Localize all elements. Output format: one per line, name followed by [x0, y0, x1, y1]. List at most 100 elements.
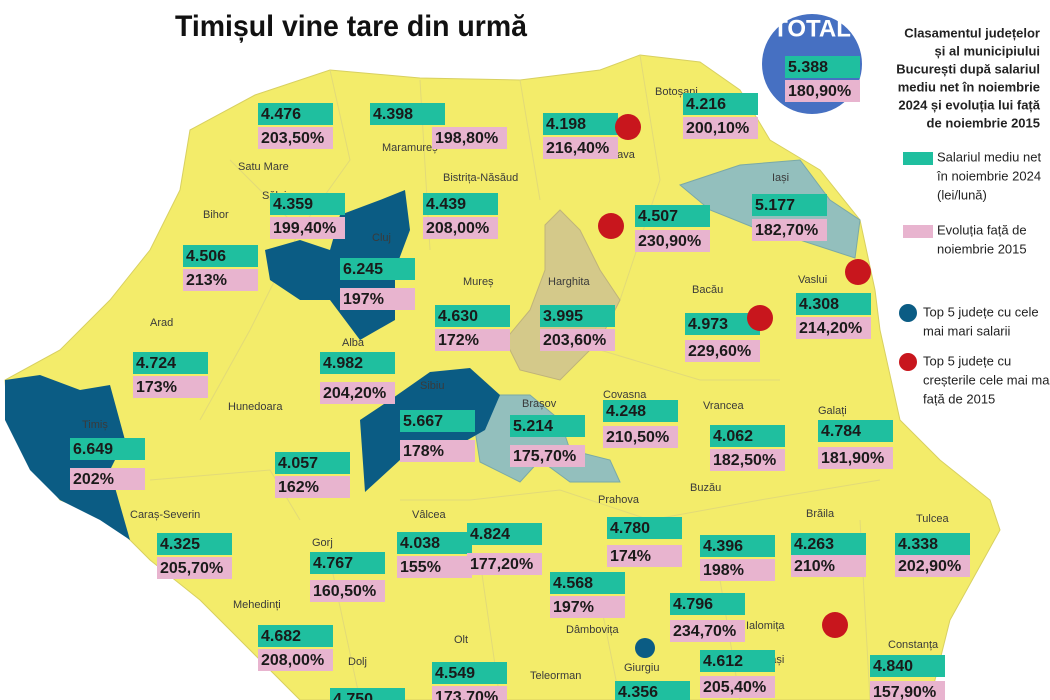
county-growth: 214,20% — [799, 320, 862, 337]
county-salary: 4.796 — [673, 596, 713, 613]
county-name: Timiș — [82, 419, 108, 431]
county-salary-box — [258, 625, 333, 647]
top-growth-dot — [822, 612, 848, 638]
county-name: Bacău — [692, 284, 723, 296]
county-growth-box — [550, 596, 625, 618]
county-salary: 5.177 — [755, 197, 795, 214]
county-salary-box — [340, 258, 415, 280]
legend-title: 2024 și evoluția lui față — [898, 97, 1040, 112]
county-salary-box — [603, 400, 678, 422]
county-salary: 4.840 — [873, 658, 913, 675]
county-name: Vaslui — [798, 274, 827, 286]
county-salary-box — [700, 650, 775, 672]
county-salary-box — [607, 517, 682, 539]
county-growth-box — [670, 620, 745, 642]
legend-text: în noiembrie 2024 — [936, 168, 1041, 183]
county-salary: 4.682 — [261, 628, 301, 645]
county-name: Hunedoara — [228, 401, 283, 413]
county-name: Satu Mare — [238, 161, 289, 173]
county-growth-box — [870, 681, 945, 700]
county-name: Ialomița — [746, 620, 785, 632]
county-name: Caraș-Severin — [130, 509, 200, 521]
county-salary: 4.767 — [313, 555, 353, 572]
county-name: Buzău — [690, 482, 721, 494]
total-growth-box — [785, 80, 860, 102]
county-growth-box — [320, 382, 395, 404]
county-salary: 4.359 — [273, 196, 313, 213]
county-salary-box — [550, 572, 625, 594]
county-salary: 4.439 — [426, 196, 466, 213]
county-salary: 4.724 — [136, 355, 176, 372]
county-salary: 4.784 — [821, 423, 861, 440]
county-salary: 4.062 — [713, 428, 753, 445]
county-growth: 208,00% — [426, 220, 489, 237]
county-growth: 208,00% — [261, 652, 324, 669]
legend-title: București după salariul — [896, 61, 1040, 76]
county-salary-box — [895, 533, 970, 555]
county-salary-box — [710, 425, 785, 447]
county-growth-box — [685, 340, 760, 362]
legend-text: Evoluția față de — [937, 222, 1027, 237]
county-growth-box — [258, 649, 333, 671]
county-growth-box — [791, 555, 866, 577]
county-salary: 4.982 — [323, 355, 363, 372]
county-growth-box — [700, 676, 775, 698]
county-salary: 4.630 — [438, 308, 478, 325]
county-salary: 4.780 — [610, 520, 650, 537]
county-growth-box — [270, 217, 345, 239]
legend-text: Top 5 județe cu — [923, 353, 1011, 368]
county-name: Sibiu — [420, 380, 444, 392]
county-growth: 200,10% — [686, 120, 749, 137]
county-salary-box — [370, 103, 445, 125]
county-name: Galați — [818, 405, 847, 417]
county-name: Gorj — [312, 537, 333, 549]
county-salary: 4.057 — [278, 455, 318, 472]
counties: Satu Mare 4.476 203,50% Maramureș 4.398 198,8… — [70, 86, 970, 700]
county-growth: 213% — [186, 272, 227, 289]
legend-text: (lei/lună) — [937, 187, 987, 202]
county-growth: 202% — [73, 471, 114, 488]
county-growth: 216,40% — [546, 140, 609, 157]
county-name: Tulcea — [916, 513, 949, 525]
county-growth-box — [510, 445, 585, 467]
county-name: Harghita — [548, 276, 590, 288]
legend-title: Clasamentul județelor — [904, 25, 1040, 40]
county-name: Vâlcea — [412, 509, 447, 521]
county-growth-box — [133, 376, 208, 398]
total-label: TOTAL — [773, 15, 851, 42]
county-growth-box — [635, 230, 710, 252]
county-salary-box — [870, 655, 945, 677]
county-salary: 4.507 — [638, 208, 678, 225]
county-salary: 4.198 — [546, 116, 586, 133]
county-growth-box — [340, 288, 415, 310]
county-salary: 3.995 — [543, 308, 583, 325]
county-salary-box — [432, 662, 507, 684]
top-growth-dot — [747, 305, 773, 331]
county-growth-box — [607, 545, 682, 567]
county-name: Arad — [150, 317, 173, 329]
title: Timișul vine tare din urmă — [175, 10, 527, 43]
county-growth: 175,70% — [513, 448, 576, 465]
county-salary: 4.248 — [606, 403, 646, 420]
legend-text: noiembrie 2015 — [937, 241, 1027, 256]
legend-title: de noiembrie 2015 — [927, 115, 1040, 130]
county-growth: 173,70% — [435, 689, 498, 700]
county-salary-box — [791, 533, 866, 555]
county-growth-box — [467, 553, 542, 575]
county-growth-box — [435, 329, 510, 351]
county-name: Giurgiu — [624, 662, 659, 674]
legend-swatch — [903, 225, 933, 238]
county-salary-box — [752, 194, 827, 216]
county-growth: 202,90% — [898, 558, 961, 575]
county-salary: 5.667 — [403, 413, 443, 430]
county-salary-box — [467, 523, 542, 545]
legend: Clasamentul județelor și al municipiului B… — [896, 25, 1050, 406]
county-salary: 4.356 — [618, 684, 658, 700]
county-name: Brașov — [522, 398, 557, 410]
county-growth: 155% — [400, 559, 441, 576]
county-salary: 4.973 — [688, 316, 728, 333]
county-salary-box — [540, 305, 615, 327]
county-salary-box — [70, 438, 145, 460]
county-growth: 182,70% — [755, 222, 818, 239]
county-growth-box — [423, 217, 498, 239]
